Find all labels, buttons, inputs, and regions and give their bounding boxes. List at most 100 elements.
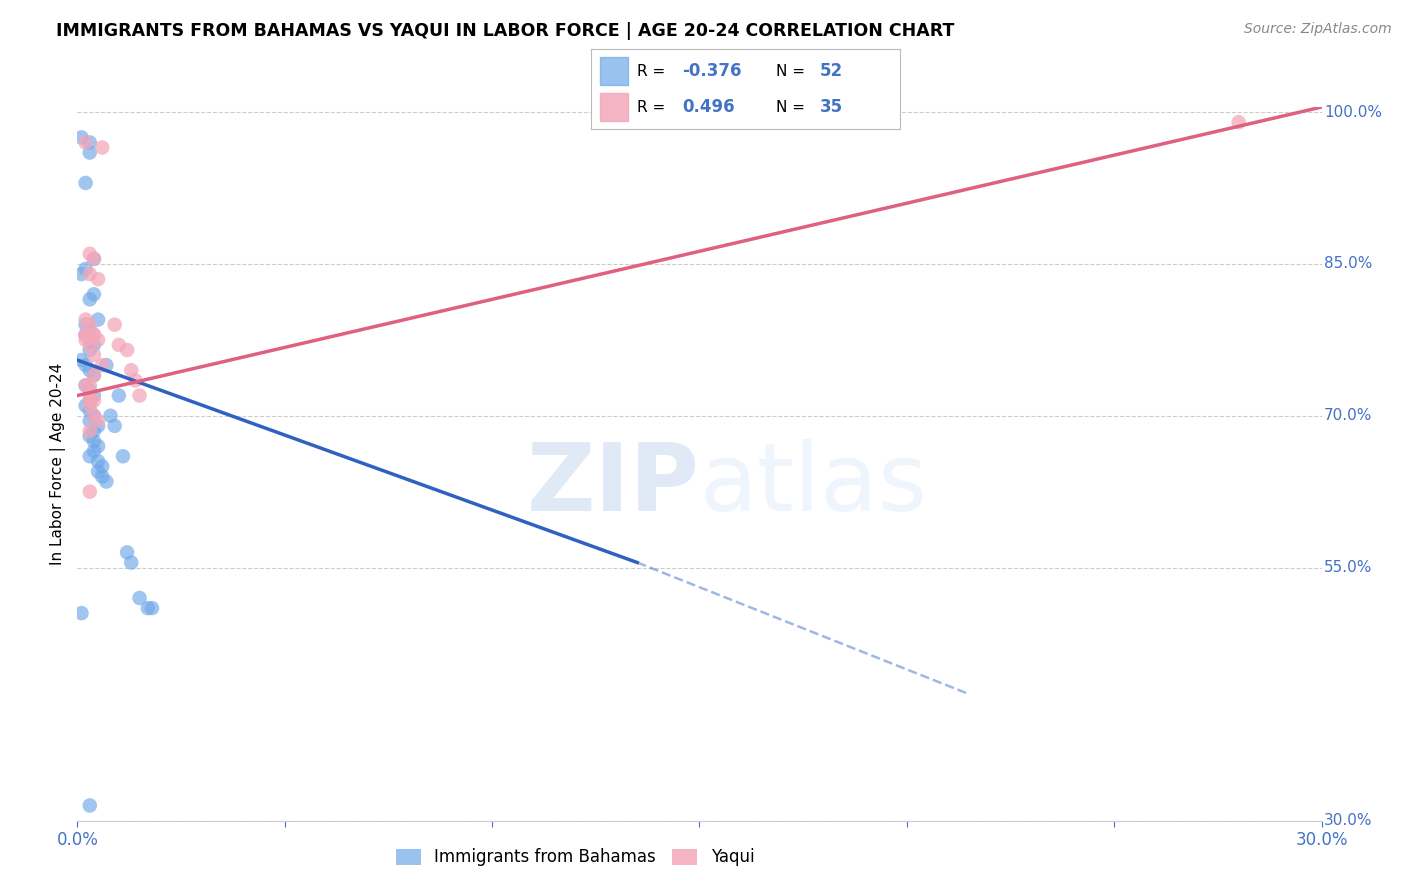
Point — [75, 262, 97, 277]
Text: N =: N = — [776, 63, 810, 78]
Point — [87, 418, 110, 433]
Text: 0.496: 0.496 — [682, 98, 734, 116]
Point — [79, 247, 101, 261]
Point — [79, 393, 101, 408]
Point — [124, 373, 146, 387]
Point — [79, 388, 101, 402]
Text: -0.376: -0.376 — [682, 62, 741, 80]
Point — [79, 449, 101, 463]
Text: 35: 35 — [820, 98, 842, 116]
Point — [87, 312, 110, 326]
Text: 85.0%: 85.0% — [1324, 256, 1372, 271]
Point — [79, 338, 101, 352]
Bar — [600, 57, 627, 86]
Point — [96, 358, 118, 372]
Legend: Immigrants from Bahamas, Yaqui: Immigrants from Bahamas, Yaqui — [389, 842, 761, 873]
Point — [79, 484, 101, 499]
Point — [75, 312, 97, 326]
Point — [79, 267, 101, 281]
Point — [108, 388, 131, 402]
Point — [79, 403, 101, 417]
Point — [83, 444, 105, 458]
Point — [120, 556, 142, 570]
Point — [75, 327, 97, 342]
Text: R =: R = — [637, 63, 671, 78]
Point — [79, 145, 101, 160]
Point — [91, 140, 114, 154]
Text: 70.0%: 70.0% — [1324, 409, 1372, 424]
Point — [83, 327, 105, 342]
Point — [79, 318, 101, 332]
Point — [83, 388, 105, 402]
Point — [87, 272, 110, 286]
Point — [83, 287, 105, 301]
Point — [87, 414, 110, 428]
Point — [79, 424, 101, 438]
Point — [75, 318, 97, 332]
Point — [79, 399, 101, 413]
Point — [79, 136, 101, 150]
Point — [79, 363, 101, 377]
Point — [75, 327, 97, 342]
Point — [79, 393, 101, 408]
Text: R =: R = — [637, 100, 671, 115]
Point — [79, 378, 101, 392]
Point — [75, 333, 97, 347]
Point — [83, 368, 105, 383]
Point — [70, 130, 93, 145]
Point — [79, 293, 101, 307]
Text: IMMIGRANTS FROM BAHAMAS VS YAQUI IN LABOR FORCE | AGE 20-24 CORRELATION CHART: IMMIGRANTS FROM BAHAMAS VS YAQUI IN LABO… — [56, 22, 955, 40]
Point — [75, 327, 97, 342]
Point — [96, 475, 118, 489]
Text: N =: N = — [776, 100, 810, 115]
Point — [79, 384, 101, 398]
Point — [70, 353, 93, 368]
Y-axis label: In Labor Force | Age 20-24: In Labor Force | Age 20-24 — [51, 363, 66, 565]
Point — [100, 409, 122, 423]
Point — [115, 343, 138, 357]
Point — [83, 409, 105, 423]
Point — [83, 434, 105, 448]
Text: Source: ZipAtlas.com: Source: ZipAtlas.com — [1244, 22, 1392, 37]
Bar — [600, 94, 627, 121]
Point — [75, 136, 97, 150]
Point — [91, 469, 114, 483]
Point — [79, 798, 101, 813]
Point — [104, 418, 127, 433]
Point — [83, 424, 105, 438]
Text: ZIP: ZIP — [527, 439, 700, 532]
Text: 30.0%: 30.0% — [1324, 814, 1372, 828]
Point — [111, 449, 134, 463]
Point — [70, 267, 93, 281]
Point — [83, 393, 105, 408]
Point — [128, 591, 150, 605]
Point — [83, 368, 105, 383]
Point — [79, 429, 101, 443]
Point — [104, 318, 127, 332]
Text: 55.0%: 55.0% — [1324, 560, 1372, 575]
Point — [91, 459, 114, 474]
Point — [83, 327, 105, 342]
Point — [83, 252, 105, 266]
Point — [83, 338, 105, 352]
Point — [120, 363, 142, 377]
Point — [75, 399, 97, 413]
Point — [79, 414, 101, 428]
Point — [75, 378, 97, 392]
Point — [83, 348, 105, 362]
Point — [75, 378, 97, 392]
Point — [108, 338, 131, 352]
Text: 100.0%: 100.0% — [1324, 104, 1382, 120]
Point — [141, 601, 163, 615]
Point — [128, 388, 150, 402]
Point — [87, 454, 110, 468]
Point — [83, 409, 105, 423]
Point — [79, 333, 101, 347]
Point — [79, 343, 101, 357]
Point — [75, 176, 97, 190]
Point — [136, 601, 159, 615]
Point — [83, 252, 105, 266]
Point — [87, 439, 110, 453]
Point — [87, 333, 110, 347]
Text: atlas: atlas — [700, 439, 928, 532]
